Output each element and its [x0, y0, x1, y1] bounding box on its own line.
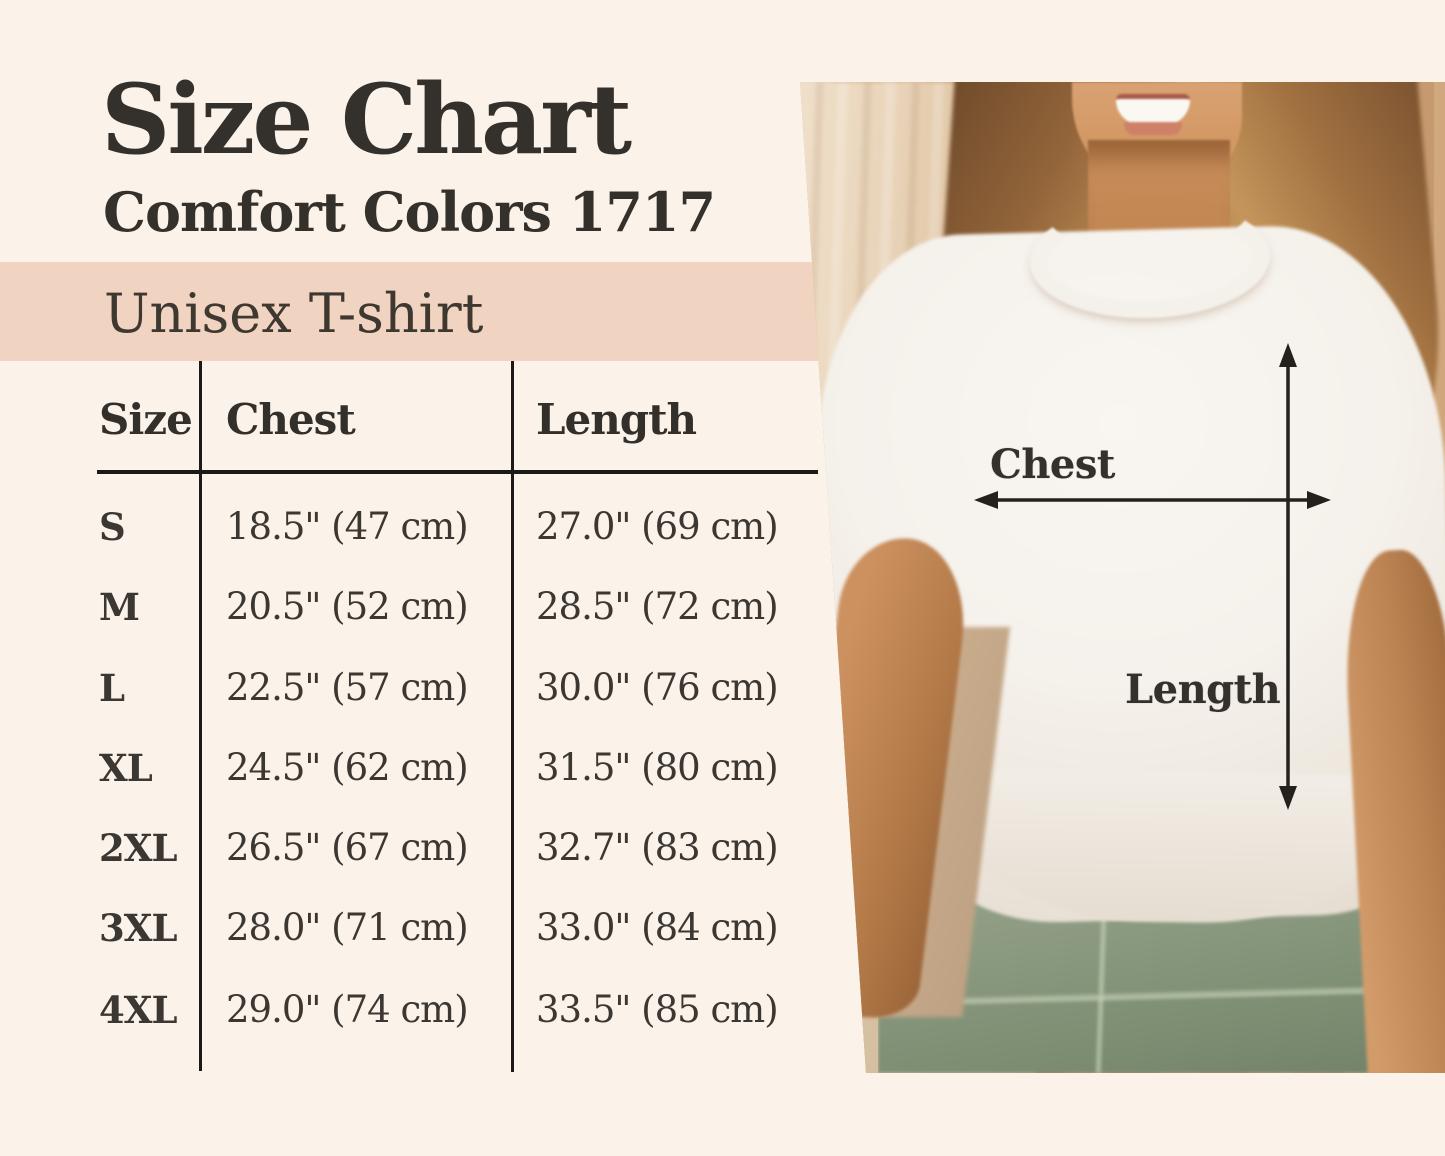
- model-photo: Chest Length: [800, 82, 1445, 1073]
- length-arrow-label: Length: [1125, 666, 1281, 713]
- table-row: 3XL 28.0" (71 cm) 33.0" (84 cm): [0, 901, 830, 955]
- chest-cell: 28.0" (71 cm): [226, 906, 469, 949]
- table-divider-vertical-2: [511, 361, 514, 1072]
- measurement-arrows: [974, 343, 1331, 810]
- length-cell: 31.5" (80 cm): [536, 746, 779, 789]
- column-header-size: Size: [99, 395, 193, 444]
- chest-cell: 29.0" (74 cm): [226, 988, 469, 1031]
- table-header-underline: [97, 470, 818, 474]
- length-cell: 28.5" (72 cm): [536, 585, 779, 628]
- table-divider-vertical-1: [199, 361, 202, 1071]
- size-cell: S: [99, 505, 126, 549]
- table-row: 2XL 26.5" (67 cm) 32.7" (83 cm): [0, 821, 830, 875]
- size-cell: L: [99, 666, 125, 710]
- chest-cell: 20.5" (52 cm): [226, 585, 469, 628]
- table-header-row: Size Chest Length: [0, 393, 830, 447]
- chest-arrow-icon: [974, 491, 1331, 509]
- table-row: XL 24.5" (62 cm) 31.5" (80 cm): [0, 741, 830, 795]
- chest-cell: 22.5" (57 cm): [226, 666, 469, 709]
- model-lip: [1124, 122, 1182, 135]
- size-cell: M: [99, 585, 140, 629]
- chest-cell: 26.5" (67 cm): [226, 826, 469, 869]
- chest-cell: 24.5" (62 cm): [226, 746, 469, 789]
- length-cell: 30.0" (76 cm): [536, 666, 779, 709]
- column-header-length: Length: [536, 395, 697, 444]
- size-cell: XL: [99, 746, 153, 790]
- length-cell: 33.0" (84 cm): [536, 906, 779, 949]
- table-row: S 18.5" (47 cm) 27.0" (69 cm): [0, 500, 830, 554]
- length-arrow-icon: [1279, 343, 1297, 810]
- length-cell: 27.0" (69 cm): [536, 505, 779, 548]
- page-subtitle: Comfort Colors 1717: [103, 180, 716, 244]
- length-cell: 33.5" (85 cm): [536, 988, 779, 1031]
- product-name: Unisex T-shirt: [104, 282, 484, 345]
- size-cell: 4XL: [99, 988, 177, 1032]
- page-title: Size Chart: [101, 63, 632, 176]
- model-smile: [1116, 94, 1190, 125]
- length-cell: 32.7" (83 cm): [536, 826, 779, 869]
- size-cell: 2XL: [99, 826, 177, 870]
- chest-cell: 18.5" (47 cm): [226, 505, 469, 548]
- table-row: M 20.5" (52 cm) 28.5" (72 cm): [0, 580, 830, 634]
- table-row: 4XL 29.0" (74 cm) 33.5" (85 cm): [0, 983, 830, 1037]
- size-cell: 3XL: [99, 906, 177, 950]
- chest-arrow-label: Chest: [990, 441, 1115, 488]
- column-header-chest: Chest: [226, 395, 356, 444]
- table-row: L 22.5" (57 cm) 30.0" (76 cm): [0, 661, 830, 715]
